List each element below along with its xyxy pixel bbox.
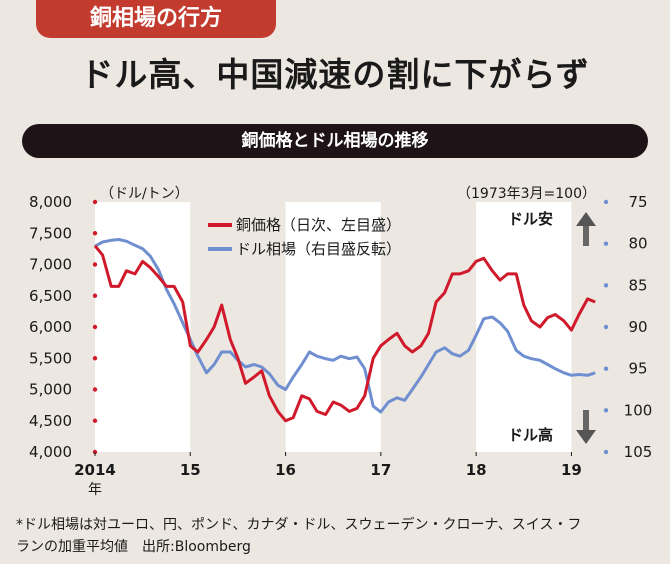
left-tick-label: 5,500: [29, 349, 72, 367]
copper-price-line: [93, 244, 596, 423]
year-band-0: [95, 202, 191, 452]
x-tick-label: 15: [180, 461, 201, 479]
right-tick-label: 75: [628, 193, 647, 211]
left-tick-dot: [92, 356, 98, 361]
footnote: *ドル相場は対ユーロ、円、ポンド、カナダ・ドル、スウェーデン・クローナ、スイス・…: [16, 514, 656, 558]
banner-tag: 銅相場の行方: [36, 0, 276, 38]
right-tick-dot: [603, 324, 609, 330]
right-tick-dot: [603, 408, 609, 413]
right-tick-dot: [603, 199, 609, 205]
left-tick-label: 6,000: [29, 318, 72, 336]
right-tick-label: 100: [624, 401, 653, 419]
arrow-down-icon: [576, 430, 596, 444]
right-tick-dot: [603, 366, 609, 371]
x-tick-label: 18: [466, 461, 487, 479]
left-tick-dot: [92, 262, 98, 267]
left-tick-dot: [92, 387, 98, 392]
dollar-index-line: [94, 238, 596, 414]
left-tick-label: 7,000: [29, 256, 72, 274]
x-tick-label: 17: [370, 461, 391, 479]
right-tick-label: 105: [624, 443, 653, 461]
footnote-line-2: ランの加重平均値 出所:Bloomberg: [16, 539, 251, 555]
left-tick-label: 8,000: [29, 193, 72, 211]
arrow-up-shaft: [583, 226, 589, 246]
left-tick-label: 4,000: [29, 443, 72, 461]
arrow-up-icon: [576, 212, 596, 226]
left-tick-dot: [92, 418, 98, 423]
left-tick-label: 4,500: [29, 412, 72, 430]
legend-label-dollar: ドル相場（右目盛反転）: [236, 240, 401, 258]
right-tick-dot: [603, 283, 609, 288]
annotation-dollar-weak: ドル安: [508, 210, 553, 228]
arrow-down-shaft: [583, 410, 589, 430]
left-tick-dot: [92, 324, 98, 330]
left-tick-label: 7,500: [29, 224, 72, 242]
x-year-suffix: 年: [88, 482, 102, 498]
right-tick-dot: [603, 449, 609, 455]
footnote-line-1: *ドル相場は対ユーロ、円、ポンド、カナダ・ドル、スウェーデン・クローナ、スイス・…: [16, 517, 582, 533]
chart-area: 8,000 7,500 7,000 6,500 6,000 5,500 5,000 4,500…: [0, 160, 670, 510]
x-tick-label: 16: [275, 461, 296, 479]
right-tick-label: 85: [628, 276, 647, 294]
left-tick-dot: [92, 293, 98, 298]
right-tick-label: 80: [628, 235, 647, 253]
right-tick-label: 90: [628, 318, 647, 336]
page-title: ドル高、中国減速の割に下がらず: [80, 55, 590, 94]
right-tick-dot: [603, 241, 609, 246]
left-axis-unit: （ドル/トン）: [100, 186, 189, 202]
copper-dollar-chart: 8,000 7,500 7,000 6,500 6,000 5,500 5,000 4,500…: [29, 186, 653, 498]
right-tick-label: 95: [628, 360, 647, 378]
year-band-2: [476, 202, 572, 452]
left-tick-dot: [92, 199, 98, 205]
chart-title: 銅価格とドル相場の推移: [22, 124, 648, 158]
x-tick-label: 2014: [74, 461, 116, 479]
x-tick-label: 19: [561, 461, 582, 479]
left-tick-label: 5,000: [29, 381, 72, 399]
left-tick-label: 6,500: [29, 287, 72, 305]
year-band-1: [285, 202, 381, 452]
legend-label-copper: 銅価格（日次、左目盛）: [236, 216, 401, 234]
right-axis-unit: （1973年3月=100）: [457, 186, 596, 202]
left-tick-dot: [92, 231, 98, 236]
annotation-dollar-strong: ドル高: [508, 426, 553, 444]
